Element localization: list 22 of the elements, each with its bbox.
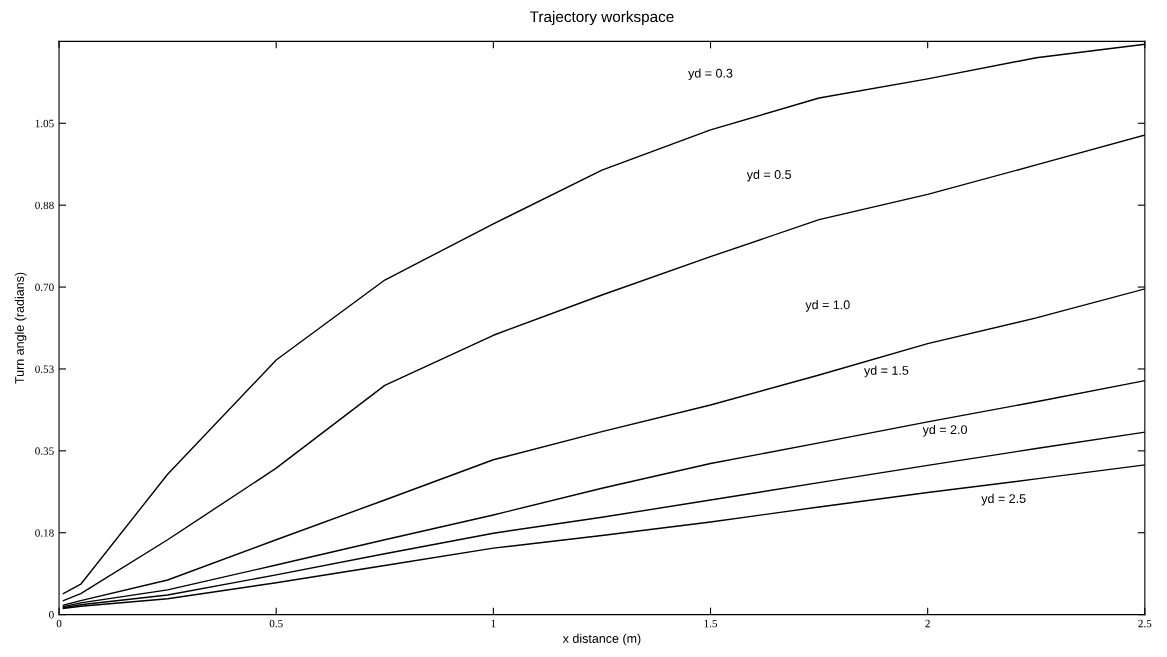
y-axis-title: Turn angle (radians) [14,272,27,384]
x-tick-label: 1 [491,619,496,628]
x-axis-title: x distance (m) [562,633,641,646]
annotation: yd = 2.5 [981,493,1026,506]
annotation: yd = 2.0 [922,424,967,437]
annotation: yd = 1.5 [864,365,909,378]
y-tick-label: 0.70 [35,283,54,292]
y-tick-label: 0.88 [35,201,54,210]
y-tick-label: 0 [49,611,54,619]
y-tick-label: 0.53 [35,365,54,373]
x-tick-label: 0.5 [269,619,283,628]
annotation: yd = 0.3 [688,68,733,81]
annotation: yd = 0.5 [746,169,792,182]
chart-title: Trajectory workspace [529,10,674,26]
y-tick-label: 0.18 [35,529,54,537]
x-tick-label: 0 [56,619,62,628]
y-tick-label: 1.05 [35,119,54,128]
x-tick-label: 2 [925,619,930,628]
x-tick-label: 2.5 [1138,619,1152,628]
y-tick-label: 0.35 [35,447,54,455]
x-tick-label: 1.5 [704,619,718,628]
annotation: yd = 1.0 [805,300,850,312]
